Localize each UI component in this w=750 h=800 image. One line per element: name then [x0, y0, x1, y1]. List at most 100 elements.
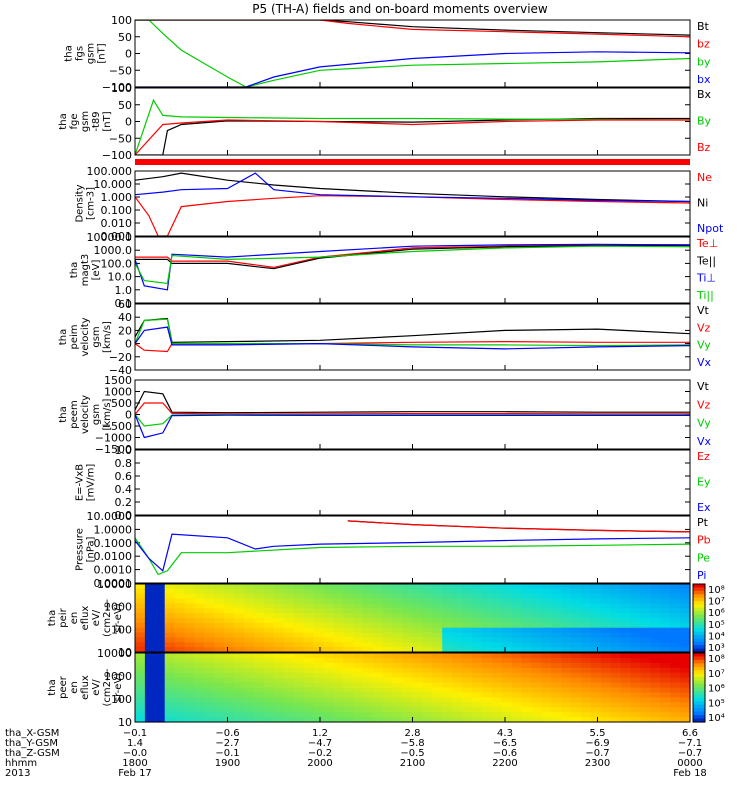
heatmap-cell [412, 618, 424, 624]
heatmap-cell [333, 637, 344, 643]
series-line-fgs-0 [135, 20, 690, 36]
heatmap-cell [491, 627, 503, 634]
colorbar-tick-label: 10⁴ [708, 631, 725, 642]
heatmap-cell [511, 622, 523, 629]
heatmap-cell [551, 712, 562, 718]
heatmap-cell [541, 712, 552, 718]
series-line-fgs-2 [135, 20, 690, 87]
heatmap-cell [303, 697, 314, 703]
heatmap-cell [392, 603, 404, 609]
heatmap-cell [303, 598, 314, 605]
heatmap-cell [580, 593, 592, 600]
colorbar-step [693, 715, 705, 720]
heatmap-cell [442, 637, 453, 643]
y-tick-label: 0 [125, 338, 132, 351]
heatmap-cell [313, 662, 324, 669]
heatmap-cell [561, 588, 572, 595]
heatmap-cell [244, 667, 255, 674]
heatmap-cell [561, 613, 572, 619]
heatmap-cell [323, 707, 334, 713]
heatmap-cell [313, 702, 324, 708]
heatmap-cell [362, 667, 374, 674]
x-axis-row-label: tha_X-GSM [5, 728, 59, 739]
heatmap-cell [253, 692, 265, 698]
heatmap-cell [571, 637, 582, 643]
heatmap-cell [670, 667, 681, 674]
heatmap-cell [501, 618, 513, 624]
heatmap-cell [402, 682, 414, 689]
heatmap-cell [511, 653, 523, 659]
heatmap-cell [650, 598, 661, 605]
heatmap-cell [164, 692, 176, 698]
heatmap-cell [372, 593, 384, 600]
y-axis-label-line: magt3 [80, 254, 91, 287]
x-axis-value: 6.6 [682, 728, 698, 739]
heatmap-cell [353, 682, 364, 689]
heatmap-cell [372, 588, 384, 595]
heatmap-cell [660, 647, 671, 653]
heatmap-cell [224, 717, 235, 723]
heatmap-cell [392, 593, 404, 600]
heatmap-cell [610, 667, 622, 674]
heatmap-cell [244, 672, 255, 679]
series-line-peim-2 [135, 318, 690, 347]
heatmap-cell [214, 642, 225, 648]
heatmap-cell [372, 662, 384, 669]
heatmap-cell [630, 682, 642, 689]
colorbar-step [693, 584, 705, 588]
heatmap-cell [531, 603, 542, 609]
heatmap-cell [164, 677, 176, 684]
heatmap-cell [392, 613, 404, 619]
heatmap-cell [343, 588, 354, 595]
colorbar-frame [692, 652, 706, 723]
heatmap-cell [481, 588, 493, 595]
heatmap-cell [244, 618, 255, 624]
heatmap-cell [313, 667, 324, 674]
heatmap-cell [184, 613, 196, 619]
heatmap-cell [660, 593, 671, 600]
heatmap-cell [253, 682, 265, 689]
heatmap-cell [154, 637, 166, 643]
heatmap-cell [135, 712, 146, 718]
heatmap-cell [353, 662, 364, 669]
heatmap-cell [471, 593, 483, 600]
heatmap-cell [194, 712, 205, 718]
colorbar-step [693, 653, 705, 658]
legend-entry: by [697, 55, 711, 68]
heatmap-cell [432, 642, 443, 648]
heatmap-cell [481, 603, 493, 609]
heatmap-cell [164, 717, 176, 723]
y-tick-label: 20 [118, 324, 132, 337]
heatmap-cell [343, 717, 354, 723]
heatmap-cell [660, 622, 671, 629]
heatmap-cell [491, 687, 503, 694]
x-axis-labels: tha_X-GSM −0.1 −0.6 1.2 2.8 4.3 5.5 6.6tha_Y-GS… [5, 728, 707, 779]
heatmap-cell [471, 642, 483, 648]
heatmap-cell [164, 618, 176, 624]
heatmap-cell [412, 588, 424, 595]
heatmap-cell [680, 593, 691, 600]
heatmap-cell [164, 627, 176, 634]
heatmap-cell [303, 687, 314, 694]
y-tick-label: 0.4 [115, 483, 133, 496]
heatmap-cell [234, 613, 245, 619]
heatmap-cell [412, 653, 424, 659]
y-axis-label: E=-VxB[mV/m] [75, 464, 97, 502]
y-tick-label: 500 [111, 397, 132, 410]
heatmap-cell [362, 613, 374, 619]
heatmap-cell [144, 613, 156, 619]
heatmap-cell [382, 622, 394, 629]
heatmap-cell [521, 642, 533, 648]
heatmap-cell [600, 667, 612, 674]
heatmap-cell [194, 637, 205, 643]
heatmap-cell [224, 692, 235, 698]
heatmap-cell [343, 687, 354, 694]
heatmap-cell [293, 588, 305, 595]
heatmap-cell [273, 598, 285, 605]
heatmap-cell [174, 637, 186, 643]
heatmap-cell [135, 618, 146, 624]
heatmap-cell [144, 712, 156, 718]
heatmap-cell [313, 618, 324, 624]
heatmap-cell [610, 632, 622, 639]
heatmap-cell [442, 692, 453, 698]
